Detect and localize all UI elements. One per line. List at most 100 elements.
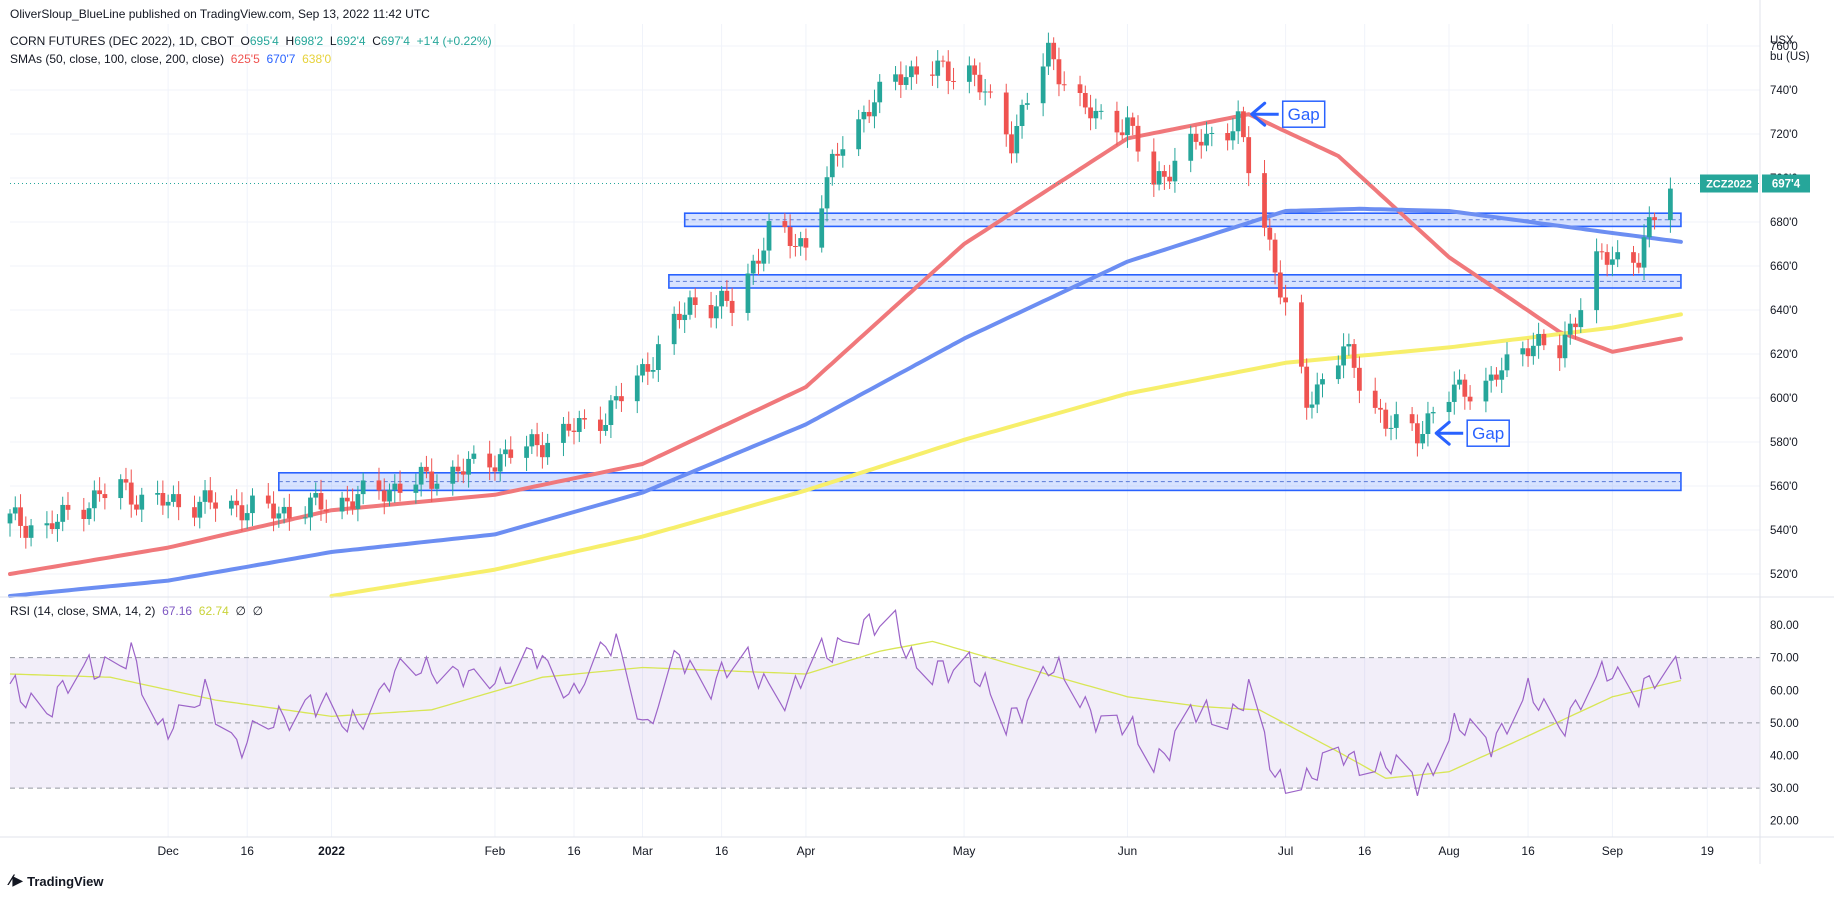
price-tick-label: 600'0 (1770, 393, 1798, 405)
candle-body (355, 494, 361, 509)
candle-body (729, 300, 735, 313)
candle-body (202, 490, 208, 502)
candle-body (1346, 344, 1352, 347)
candle-body (1557, 345, 1563, 359)
candle-body (234, 500, 240, 506)
candle-body (935, 60, 941, 76)
candle-body (856, 119, 862, 150)
candle-body (1604, 252, 1610, 265)
ohlc-low-label: L (329, 34, 337, 48)
candle-body (1267, 227, 1273, 240)
candle-body (782, 221, 788, 228)
candle-body (44, 523, 50, 526)
time-tick-label: Jul (1278, 844, 1293, 858)
candle-body (650, 370, 656, 372)
candle-body (207, 490, 213, 503)
candle-body (418, 466, 424, 485)
gap-annotation: Gap (1434, 419, 1510, 447)
rsi-tick-label: 20.00 (1770, 816, 1799, 828)
candle-body (460, 471, 466, 475)
candle-body (793, 246, 798, 248)
symbol-tag-label: ZCZ2022 (1706, 179, 1752, 191)
symbol-title: CORN FUTURES (DEC 2022), 1D, CBOT (10, 34, 234, 48)
candle-body (824, 177, 830, 209)
candle-body (1409, 414, 1415, 424)
candle-body (1051, 42, 1057, 60)
candle-body (655, 344, 661, 371)
candle-body (1415, 423, 1420, 444)
price-change: +1'4 (+0.22%) (416, 34, 492, 48)
currency-label: USX (1770, 35, 1794, 47)
candle-body (634, 375, 640, 402)
candle-body (903, 77, 909, 85)
candle-body (1277, 272, 1283, 298)
publisher-credit: OliverSloup_BlueLine published on Tradin… (10, 7, 430, 21)
candle-body (1610, 259, 1615, 265)
gap-arrowhead-icon (1250, 101, 1267, 127)
candle-body (424, 466, 429, 472)
candle-body (308, 497, 313, 518)
candle-body (750, 260, 756, 274)
price-tick-label: 580'0 (1770, 437, 1798, 449)
candle-body (1488, 374, 1494, 381)
ohlc-low: 692'4 (336, 34, 366, 48)
candle-body (1335, 365, 1341, 380)
candle-body (908, 66, 914, 78)
candle-body (497, 454, 503, 472)
candle-body (524, 446, 529, 458)
price-tick-label: 520'0 (1770, 569, 1798, 581)
candle-body (930, 74, 935, 76)
candle-body (1019, 104, 1025, 127)
candle-body (545, 442, 551, 458)
candle-body (724, 290, 730, 301)
gap-label-box (1281, 100, 1326, 128)
price-tag-box (1762, 174, 1810, 193)
candle-body (677, 313, 682, 321)
candle-body (492, 467, 498, 472)
candle-body (1246, 137, 1252, 174)
tradingview-brand[interactable]: ⁄▶ TradingView (10, 873, 103, 889)
candle-body (1114, 110, 1120, 133)
candle-body (244, 513, 250, 521)
rsi-legend: RSI (14, close, SMA, 14, 2) 67.16 62.74 … (10, 604, 263, 618)
candle-body (265, 495, 271, 504)
gap-annotation: Gap (1250, 100, 1326, 128)
candle-body (508, 449, 514, 458)
axes: 520'0 540'0 560'0 580'0 600'0 620'0 640'0 660'0… (0, 0, 1834, 864)
candle-body (49, 523, 55, 530)
candle-body (1204, 133, 1209, 146)
gap-label: Gap (1288, 105, 1320, 124)
candle-body (1061, 84, 1067, 86)
candle-body (803, 238, 809, 248)
candle-body (176, 494, 182, 508)
candle-body (1504, 354, 1510, 371)
candle-body (872, 102, 877, 117)
candle-body (197, 501, 203, 518)
candle-body (1599, 251, 1605, 253)
sma200-value: 638'0 (302, 52, 332, 66)
candle-body (86, 508, 92, 520)
candle-body (1230, 131, 1236, 141)
candle-body (687, 297, 693, 315)
candle-body (413, 484, 419, 493)
candle-body (566, 423, 572, 431)
sma-legend: SMAs (50, close, 100, close, 200, close)… (10, 52, 331, 66)
candle-body (756, 260, 761, 264)
candle-body (619, 396, 624, 402)
candle-body (671, 313, 677, 345)
candle-body (55, 521, 60, 530)
candle-body (271, 503, 276, 519)
candle-body (302, 517, 308, 519)
gap-annotations: Gap Gap (1250, 100, 1510, 447)
candle-body (1014, 126, 1020, 154)
price-tick-label: 680'0 (1770, 217, 1798, 229)
time-tick-label: Mar (632, 844, 653, 858)
candle-body (455, 466, 461, 472)
candle-body (1430, 412, 1436, 414)
candle-body (1594, 251, 1599, 311)
candle-body (339, 497, 345, 512)
currency-label: bu (US) (1770, 51, 1810, 63)
candle-body (1615, 252, 1621, 260)
price-tick-label: 660'0 (1770, 261, 1798, 273)
